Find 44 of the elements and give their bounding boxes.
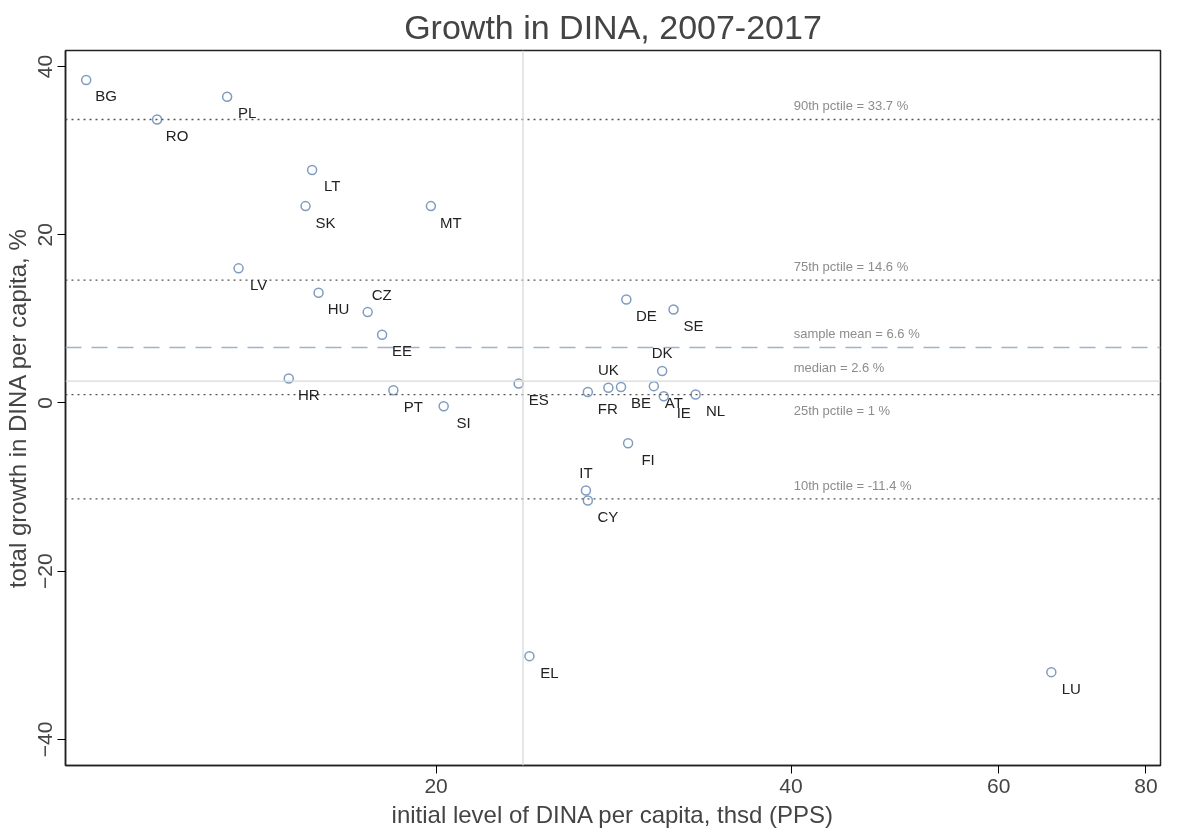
- data-label: EE: [392, 342, 413, 360]
- data-label: PT: [403, 397, 423, 415]
- data-label: IT: [579, 463, 593, 481]
- data-label: DK: [651, 344, 673, 362]
- y-tick-label: 40: [33, 54, 57, 79]
- y-tick-label: −20: [33, 553, 57, 589]
- ref-line-label: 10th pctile = -11.4 %: [793, 477, 913, 493]
- data-label: SE: [683, 317, 704, 335]
- x-tick-label: 40: [779, 773, 803, 797]
- data-label: LV: [249, 275, 268, 293]
- x-axis-title: initial level of DINA per capita, thsd (PPS): [391, 800, 834, 828]
- y-tick-label: 0: [33, 397, 57, 409]
- ref-line-label: sample mean = 6.6 %: [793, 326, 921, 342]
- data-label: UK: [597, 361, 619, 379]
- ref-line-label: median = 2.6 %: [793, 360, 885, 376]
- data-label: LU: [1061, 679, 1081, 697]
- x-tick-label: 80: [1134, 773, 1158, 797]
- data-label: FR: [597, 399, 619, 417]
- ref-line-label: 90th pctile = 33.7 %: [793, 98, 909, 114]
- data-label: NL: [706, 402, 726, 420]
- data-label: BG: [95, 87, 118, 105]
- y-axis-title: total growth in DINA per capita, %: [3, 229, 31, 589]
- data-label: BE: [631, 394, 652, 412]
- data-label: SI: [456, 413, 471, 431]
- data-label: ES: [528, 391, 549, 409]
- data-label: DE: [635, 306, 657, 324]
- data-label: RO: [165, 126, 189, 144]
- data-label: EL: [540, 663, 559, 681]
- data-label: CZ: [371, 285, 392, 303]
- data-label: SK: [315, 213, 336, 231]
- data-label: CY: [597, 508, 619, 526]
- data-label: FI: [641, 450, 655, 468]
- y-tick-label: −40: [33, 721, 57, 758]
- ref-line-label: 75th pctile = 14.6 %: [793, 259, 909, 275]
- x-tick-label: 20: [424, 773, 448, 797]
- ref-line-label: 25th pctile = 1 %: [793, 402, 891, 418]
- data-label: MT: [440, 213, 462, 231]
- data-label: HR: [297, 386, 320, 404]
- chart-title: Growth in DINA, 2007-2017: [404, 7, 822, 46]
- data-label: PL: [237, 104, 257, 122]
- x-tick-label: 60: [986, 773, 1011, 797]
- data-label: LT: [323, 177, 341, 195]
- y-tick-label: 20: [33, 223, 57, 247]
- data-label: HU: [327, 300, 350, 318]
